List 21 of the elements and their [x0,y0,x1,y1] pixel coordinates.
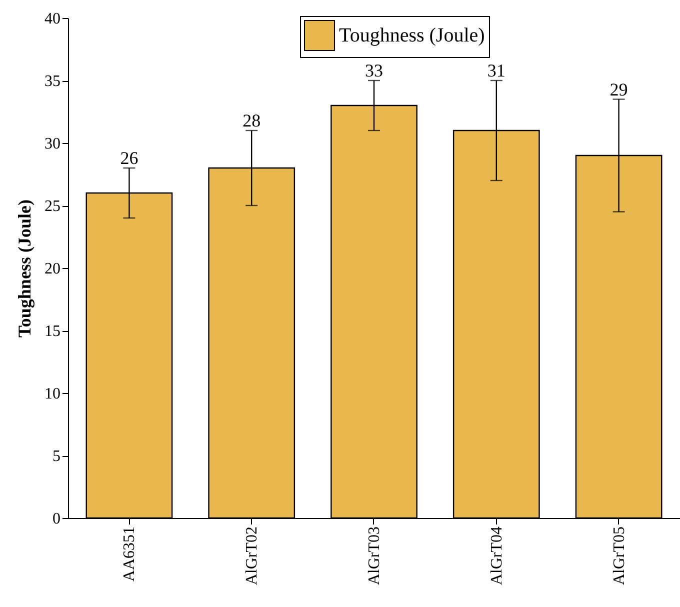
data-label: 26 [120,148,138,168]
data-label: 29 [610,79,628,100]
x-tick-label: AlGrT04 [488,526,506,586]
y-tick-label: 40 [44,10,60,28]
y-tick-label: 5 [52,448,60,465]
y-tick-label: 15 [44,323,60,340]
y-axis-title: Toughness (Joule) [14,200,34,338]
data-label: 31 [487,60,506,80]
y-tick-label: 0 [52,510,60,528]
data-label: 33 [365,60,383,80]
x-tick-label: AlGrT03 [366,526,383,586]
y-tick-label: 25 [44,198,60,215]
y-tick-label: 10 [44,386,60,402]
x-tick-label: AlGrT02 [244,526,261,586]
y-tick-label: 35 [44,73,60,90]
x-tick-label: AlGrT05 [610,526,628,586]
x-tick-label: AA6351 [121,526,138,582]
y-tick-label: 30 [44,136,60,152]
y-tick-label: 20 [44,260,60,278]
data-label: 28 [242,110,261,130]
legend-label: Toughness (Joule) [339,24,485,46]
